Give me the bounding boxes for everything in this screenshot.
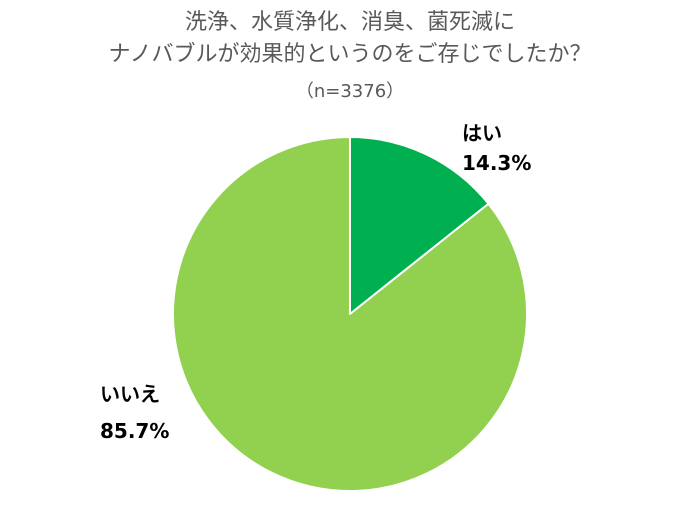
slice-label-no: いいえ <box>100 382 160 406</box>
pie-slice-1 <box>171 136 528 492</box>
pie-slice-0 <box>349 136 490 315</box>
slice-label-yes: はい <box>462 121 502 145</box>
chart-subtitle: （n=3376） <box>295 81 405 102</box>
slice-value-yes: 14.3% <box>462 151 532 175</box>
chart-title-line2: ナノバブルが効果的というのをご存じでしたか？ <box>108 42 592 67</box>
slice-value-no: 85.7% <box>100 419 170 443</box>
chart-title-line1: 洗浄、水質浄化、消臭、菌死滅に <box>184 10 515 35</box>
